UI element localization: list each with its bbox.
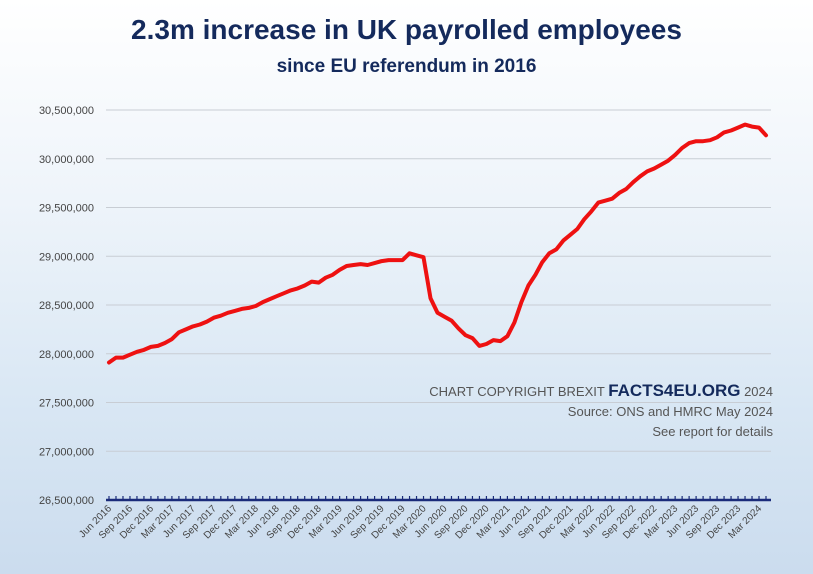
note-line: See report for details bbox=[652, 424, 773, 439]
chart-credit: CHART COPYRIGHT BREXIT FACTS4EU.ORG 2024… bbox=[429, 381, 773, 442]
y-tick-label: 28,000,000 bbox=[39, 349, 94, 361]
series-line bbox=[107, 122, 768, 365]
y-tick-label: 30,000,000 bbox=[39, 154, 94, 166]
series-group bbox=[107, 122, 768, 365]
chart-title: 2.3m increase in UK payrolled employees bbox=[131, 14, 682, 45]
gridlines bbox=[106, 109, 771, 452]
chart-subtitle: since EU referendum in 2016 bbox=[276, 56, 537, 77]
brand-name: FACTS4EU.ORG bbox=[608, 381, 741, 400]
y-tick-label: 29,500,000 bbox=[39, 203, 94, 215]
y-tick-label: 27,000,000 bbox=[39, 446, 94, 458]
copyright-line: CHART COPYRIGHT BREXIT FACTS4EU.ORG 2024 bbox=[429, 381, 773, 402]
y-tick-label: 28,500,000 bbox=[39, 300, 94, 312]
source-line: Source: ONS and HMRC May 2024 bbox=[567, 404, 773, 419]
y-axis: 26,500,000 27,000,000 27,500,000 28,000,000… bbox=[39, 105, 94, 507]
copyright-year: 2024 bbox=[740, 384, 773, 399]
copyright-prefix: CHART COPYRIGHT BREXIT bbox=[429, 384, 609, 399]
y-tick-label: 30,500,000 bbox=[39, 105, 94, 117]
y-tick-label: 29,000,000 bbox=[39, 251, 94, 263]
y-tick-label: 27,500,000 bbox=[39, 398, 94, 410]
y-tick-label: 26,500,000 bbox=[39, 495, 94, 507]
